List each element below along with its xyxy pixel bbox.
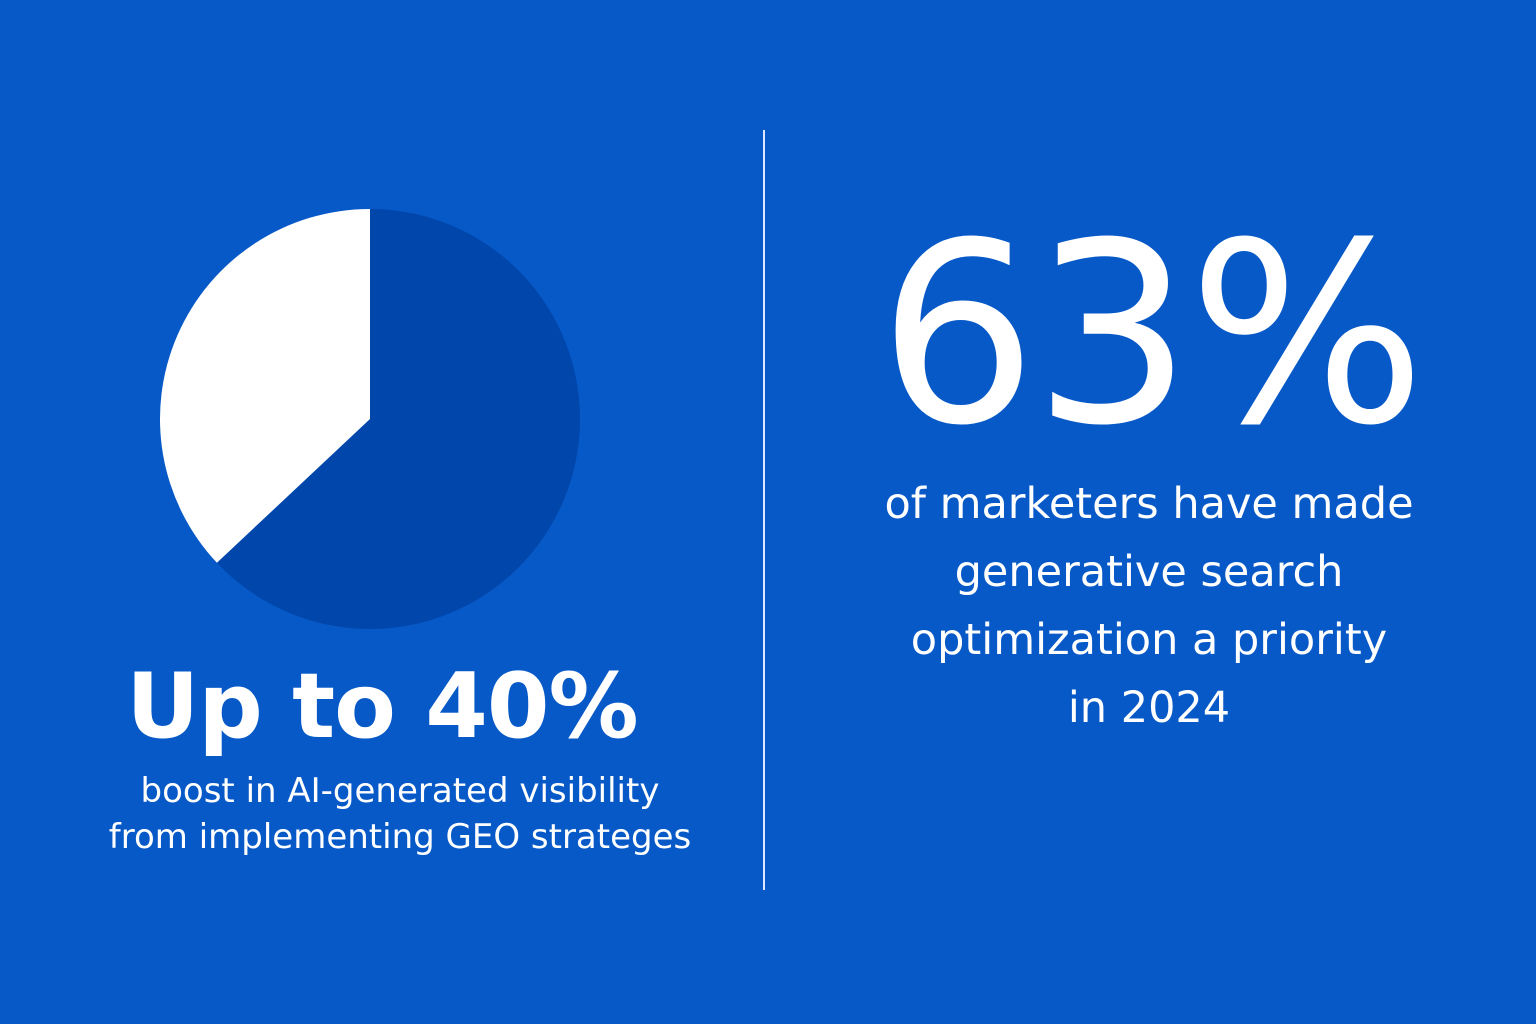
pie-slice-1 xyxy=(216,209,580,629)
right-stat-caption: of marketers have made generative search… xyxy=(804,470,1494,742)
left-stat-caption: boost in AI-generated visibility from im… xyxy=(90,768,710,860)
left-stat-caption-line-2: from implementing GEO strateges xyxy=(108,817,692,857)
pie-chart xyxy=(160,209,580,629)
left-stat-caption-line-1: boost in AI-generated visibility xyxy=(140,771,660,811)
right-stat-caption-line-2: generative search xyxy=(954,547,1344,597)
right-stat-headline: 63% xyxy=(878,189,1426,480)
pie-slice-2 xyxy=(160,209,370,563)
left-stat-panel: Up to 40% boost in AI-generated visibili… xyxy=(0,0,764,1024)
right-stat-caption-line-4: in 2024 xyxy=(1067,683,1231,733)
right-stat-caption-line-1: of marketers have made xyxy=(884,479,1414,529)
right-stat-caption-line-3: optimization a priority xyxy=(910,615,1388,665)
right-stat-panel: 63% of marketers have made generative se… xyxy=(764,0,1536,1024)
vertical-divider xyxy=(763,130,765,890)
left-stat-headline: Up to 40% xyxy=(126,654,638,759)
